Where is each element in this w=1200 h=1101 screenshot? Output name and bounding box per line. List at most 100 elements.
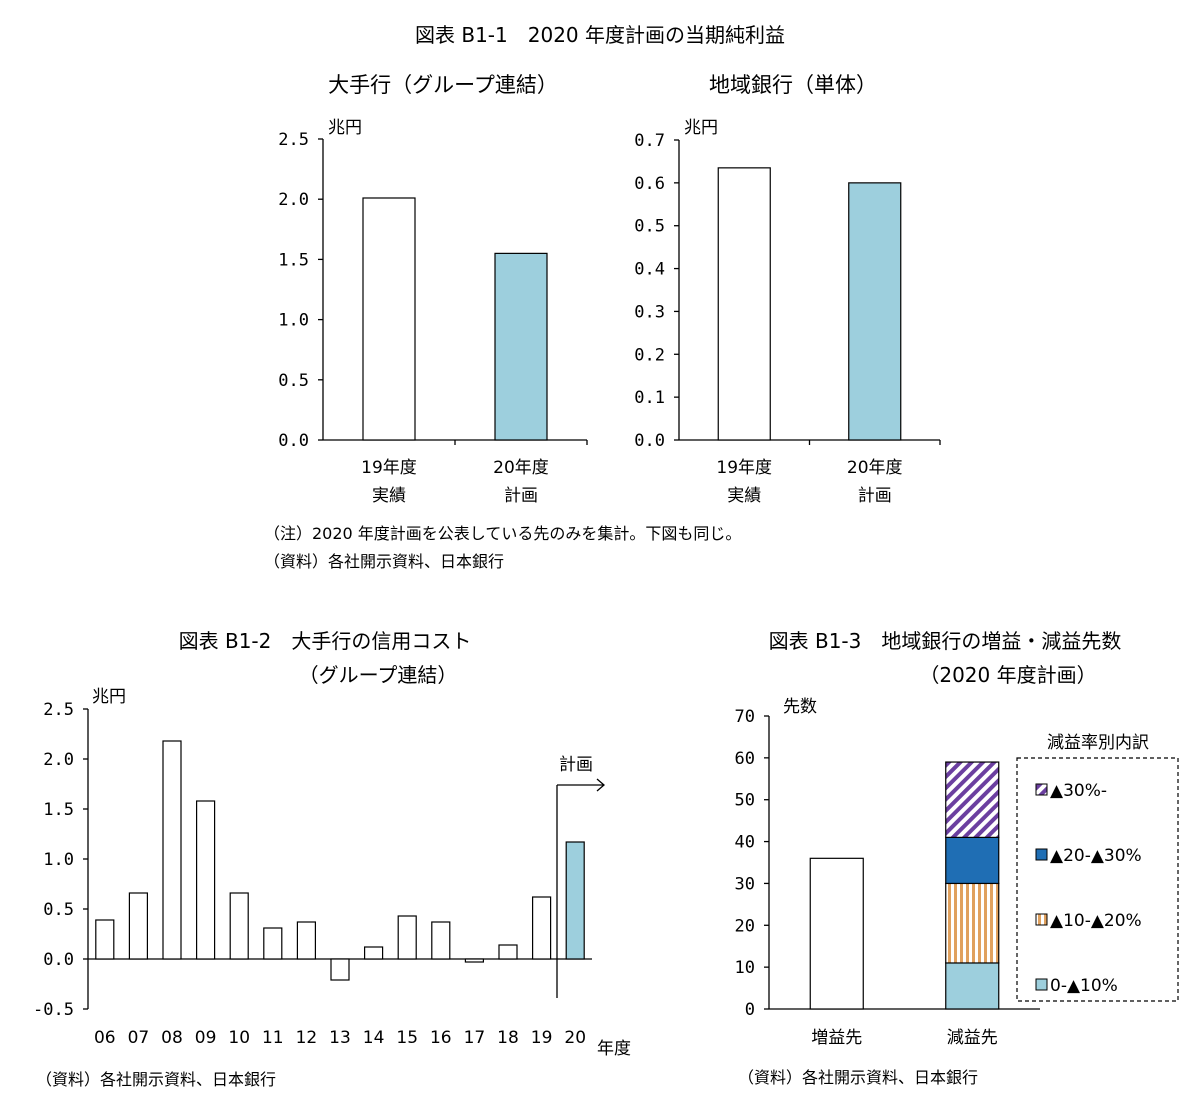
chart4-ytick-label: 20 (735, 916, 755, 936)
chart4-ytick-label: 50 (735, 791, 755, 811)
chart3-ytick-label: 0.0 (43, 950, 74, 970)
chart1-ytick-label: 0.5 (278, 371, 309, 391)
plan-label: 計画 (559, 755, 593, 775)
chart4-ytick-label: 70 (735, 707, 755, 727)
chart1-bar (495, 253, 547, 440)
chart2-xtick-label: 20年度 (847, 458, 903, 478)
chart2-xtick-label: 実績 (727, 486, 761, 506)
fig2-source: （資料）各社開示資料、日本銀行 (36, 1070, 276, 1089)
chart4-ytick-label: 40 (735, 833, 755, 853)
chart3-bar (566, 842, 584, 959)
legend-label: ▲10-▲20% (1050, 911, 1142, 931)
chart1-xtick-label: 実績 (372, 486, 406, 506)
chart3-xtick-label: 08 (161, 1028, 183, 1048)
chart3-bar (365, 947, 383, 959)
chart2-xtick-label: 計画 (858, 486, 892, 506)
chart1-unit: 兆円 (328, 118, 362, 138)
chart3-ytick-label: 2.5 (43, 700, 74, 720)
legend-swatch (1036, 784, 1047, 795)
chart3-ytick-label: 1.5 (43, 800, 74, 820)
legend-title: 減益率別内訳 (1047, 733, 1149, 753)
chart2-ytick-label: 0.3 (634, 302, 665, 322)
chart1-xtick-label: 20年度 (493, 458, 549, 478)
chart2-ytick-label: 0.4 (634, 260, 665, 280)
chart1-bar (363, 198, 415, 440)
chart4-ytick-label: 30 (735, 874, 755, 894)
chart3-bar (533, 897, 551, 959)
fig3-source: （資料）各社開示資料、日本銀行 (738, 1068, 978, 1087)
chart3-xtick-label: 13 (329, 1028, 351, 1048)
chart3-bar (197, 801, 215, 959)
legend: 減益率別内訳 ▲30%- ▲20-▲30% ▲10-▲20% 0-▲10% (1017, 733, 1178, 1001)
chart2-xtick-label: 19年度 (716, 458, 772, 478)
chart2-unit: 兆円 (684, 118, 718, 138)
chart3-xtick-label: 06 (94, 1028, 116, 1048)
chart3-xtick-label: 20 (564, 1028, 586, 1048)
chart4-bar-segment (946, 883, 999, 963)
chart4-ytick-label: 0 (745, 1000, 755, 1020)
chart2-bar (718, 168, 770, 440)
chart3-unit: 兆円 (92, 687, 126, 707)
chart2-title: 地域銀行（単体） (709, 73, 877, 97)
fig2-title-line1: 図表 B1-2 大手行の信用コスト (179, 629, 472, 653)
chart3-ytick-label: -0.5 (33, 1000, 74, 1020)
chart3-xlabel: 年度 (597, 1039, 631, 1059)
chart3-xtick-label: 10 (228, 1028, 250, 1048)
chart3-bar (331, 959, 349, 980)
chart4-bar-increase (810, 858, 863, 1009)
chart4-ytick-label: 60 (735, 749, 755, 769)
fig1-title: 図表 B1-1 2020 年度計画の当期純利益 (415, 23, 785, 47)
chart1-ytick-label: 1.5 (278, 250, 309, 270)
chart3-xtick-label: 18 (497, 1028, 519, 1048)
legend-label: ▲20-▲30% (1050, 846, 1142, 866)
chart1-xtick-label: 計画 (504, 486, 538, 506)
fig3-title-line2: （2020 年度計画） (919, 663, 1096, 687)
chart4-unit: 先数 (783, 697, 817, 717)
chart4-ytick-label: 10 (735, 958, 755, 978)
legend-label: 0-▲10% (1050, 976, 1118, 996)
chart3-xtick-label: 07 (128, 1028, 150, 1048)
chart3-ytick-label: 2.0 (43, 750, 74, 770)
chart3-xtick-label: 17 (464, 1028, 486, 1048)
chart1-ytick-label: 0.0 (278, 431, 309, 451)
chart3-bar (230, 893, 248, 959)
chart3-bar (163, 741, 181, 959)
chart2-bar (849, 183, 901, 440)
chart3-bar (465, 959, 483, 962)
chart1-ytick-label: 2.5 (278, 130, 309, 150)
chart3-plot: -0.5 0.0 0.5 1.0 1.5 2.0 2.5 06 07 08 09 10 11 12 13 14… (33, 700, 592, 1048)
chart4-bar-segment (946, 837, 999, 883)
chart2-ytick-label: 0.0 (634, 431, 665, 451)
legend-swatch (1036, 849, 1047, 860)
chart3-ytick-label: 0.5 (43, 900, 74, 920)
chart3-xtick-label: 15 (396, 1028, 418, 1048)
chart4-xtick-label: 減益先 (947, 1028, 998, 1048)
chart1-ytick-label: 2.0 (278, 190, 309, 210)
chart3-xtick-label: 12 (296, 1028, 318, 1048)
chart3-xtick-label: 14 (363, 1028, 385, 1048)
fig3-title-line1: 図表 B1-3 地域銀行の増益・減益先数 (769, 629, 1122, 653)
chart1-title: 大手行（グループ連結） (328, 73, 558, 97)
chart2-ytick-label: 0.6 (634, 174, 665, 194)
fig1-note: （注）2020 年度計画を公表している先のみを集計。下図も同じ。 (264, 524, 741, 543)
chart3-bar (129, 893, 147, 959)
chart2-ytick-label: 0.7 (634, 131, 665, 151)
chart4-bar-segment (946, 762, 999, 837)
chart3-bar (297, 922, 315, 959)
chart3-bar (398, 916, 416, 959)
chart3-bar (432, 922, 450, 959)
chart1-ytick-label: 1.0 (278, 311, 309, 331)
legend-label: ▲30%- (1050, 781, 1107, 801)
chart3-xtick-label: 09 (195, 1028, 217, 1048)
chart2-ytick-label: 0.1 (634, 388, 665, 408)
chart3-xtick-label: 19 (531, 1028, 553, 1048)
chart1-xtick-label: 19年度 (361, 458, 417, 478)
chart4-bar-segment (946, 963, 999, 1009)
chart3-bar (264, 928, 282, 959)
legend-swatch (1036, 914, 1047, 925)
chart3-bar (96, 920, 114, 959)
chart2-ytick-label: 0.2 (634, 345, 665, 365)
chart4-xtick-label: 増益先 (811, 1028, 862, 1048)
